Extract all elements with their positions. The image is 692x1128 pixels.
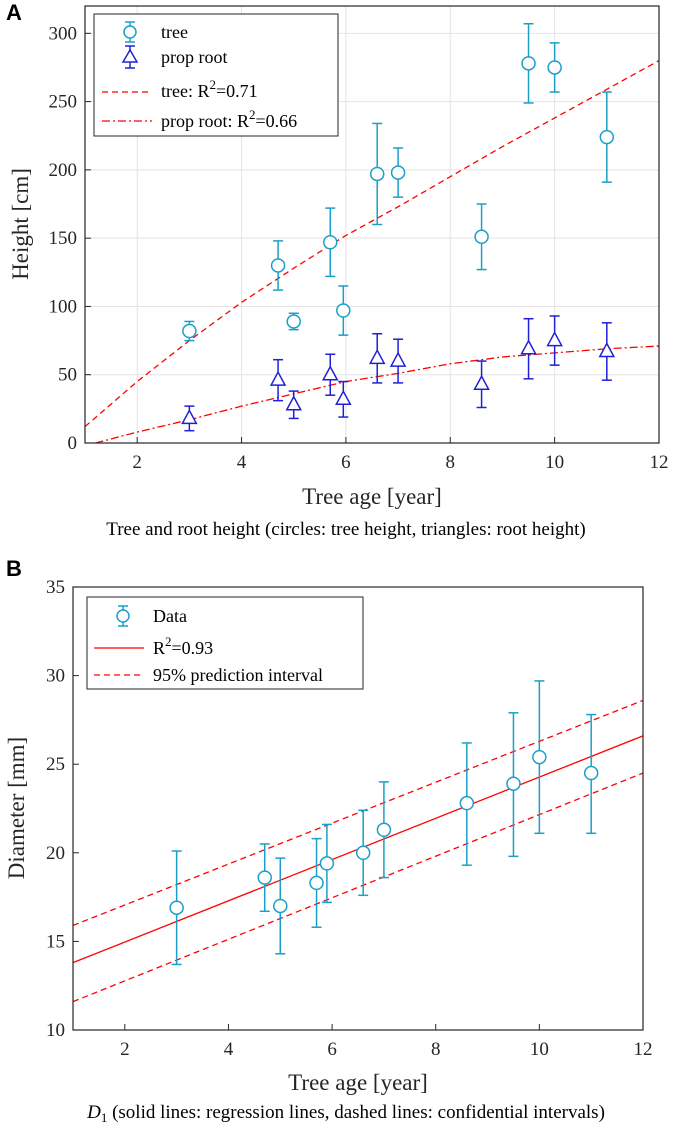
x-tick-label: 8 [431,1039,441,1060]
y-tick-label: 100 [49,296,78,317]
y-tick-label: 150 [49,228,78,249]
data-point-circle [547,60,562,75]
panel-a-fit-lines [84,60,660,444]
fit-line [72,699,644,927]
panel-a-caption: Tree and root height (circles: tree heig… [106,519,585,540]
panel-a-legend: tree prop root tree: R2=0.71 prop root: … [93,13,339,137]
y-tick-label: 0 [68,433,78,454]
y-tick-label: 25 [46,754,65,775]
data-point-circle [376,822,392,838]
legend-regression-label: R2=0.93 [153,634,213,658]
data-point-circle [355,845,371,861]
legend-tree-label: tree [161,22,188,42]
data-point-triangle [546,330,563,347]
legend-prop-root-label: prop root [161,47,228,67]
x-tick-label: 4 [237,452,247,473]
data-point-triangle [598,341,616,358]
data-point-triangle [321,365,339,381]
y-tick-label: 300 [49,23,78,44]
panel-b-x-ticks: 2 4 6 8 10 12 [120,1024,653,1060]
data-point-triangle [473,374,490,391]
data-point-circle [182,323,197,339]
data-point-circle [323,235,338,250]
data-point-circle [599,129,615,145]
data-point-circle [273,898,288,914]
data-point-triangle [389,351,407,367]
panel-a: A 2 4 6 8 10 12 0 50 100 150 200 250 300 Tree age [… [6,0,669,540]
panel-a-y-ticks: 0 50 100 150 200 250 300 [49,23,91,454]
y-tick-label: 15 [46,931,65,952]
legend-tree-marker [123,21,137,43]
panel-b-legend-box [86,596,364,690]
x-tick-label: 6 [327,1039,337,1060]
data-point-circle [390,165,406,180]
data-point-circle [309,875,324,891]
x-tick-label: 4 [224,1039,234,1060]
legend-prop-root-marker [121,45,139,69]
x-tick-label: 2 [132,452,142,473]
panel-b-y-ticks: 10 15 20 25 30 35 [46,577,79,1041]
panel-b-caption: D1 (solid lines: regression lines, dashe… [86,1102,605,1125]
x-tick-label: 6 [341,452,351,473]
data-point-circle [506,776,521,791]
x-tick-label: 10 [530,1039,549,1060]
data-point-triangle [269,370,287,386]
data-point-circle [521,56,536,71]
y-tick-label: 50 [58,365,77,386]
data-point-triangle [285,395,302,411]
legend-tree-fit-label: tree: R2=0.71 [161,77,258,101]
panel-b-points [169,680,599,966]
data-point-triangle [520,339,537,355]
panel-a-label: A [6,0,22,25]
y-tick-label: 250 [49,92,78,113]
data-point-circle [459,795,475,811]
fit-line [95,345,660,444]
panel-b-y-axis-label: Diameter [mm] [4,737,29,879]
data-point-circle [286,314,301,329]
panel-a-y-axis-label: Height [cm] [8,168,33,280]
data-point-circle [474,229,489,245]
panel-b-x-axis-label: Tree age [year] [288,1070,428,1095]
x-tick-label: 10 [545,452,564,473]
y-tick-label: 10 [46,1020,65,1041]
data-point-triangle [368,348,386,365]
x-tick-label: 12 [650,452,669,473]
data-point-circle [257,870,272,885]
panel-b-label: B [6,556,22,581]
panel-a-x-ticks: 2 4 6 8 10 12 [132,437,669,473]
panel-b-axes-box [72,586,644,1031]
fit-line [84,60,660,428]
y-tick-label: 20 [46,843,65,864]
y-tick-label: 200 [49,160,78,181]
data-point-circle [319,856,335,871]
panel-a-points [181,23,616,432]
legend-prediction-interval-label: 95% prediction interval [153,665,323,685]
panel-a-axes-box [84,5,660,444]
x-tick-label: 2 [120,1039,130,1060]
data-point-circle [336,303,351,318]
legend-prop-root-fit-label: prop root: R2=0.66 [161,107,297,131]
x-tick-label: 12 [634,1039,653,1060]
legend-data-marker [116,605,130,627]
data-point-circle [169,900,184,915]
data-point-circle [369,166,385,182]
panel-a-x-axis-label: Tree age [year] [302,484,442,509]
panel-b-legend: Data R2=0.93 95% prediction interval [86,596,364,690]
data-point-triangle [181,408,198,425]
y-tick-label: 35 [46,577,65,598]
data-point-circle [532,749,547,765]
y-tick-label: 30 [46,666,65,687]
data-point-triangle [335,389,352,406]
x-tick-label: 8 [446,452,456,473]
data-point-circle [270,258,286,273]
data-point-circle [583,765,599,781]
legend-data-label: Data [153,606,187,626]
fit-line [72,772,644,1003]
